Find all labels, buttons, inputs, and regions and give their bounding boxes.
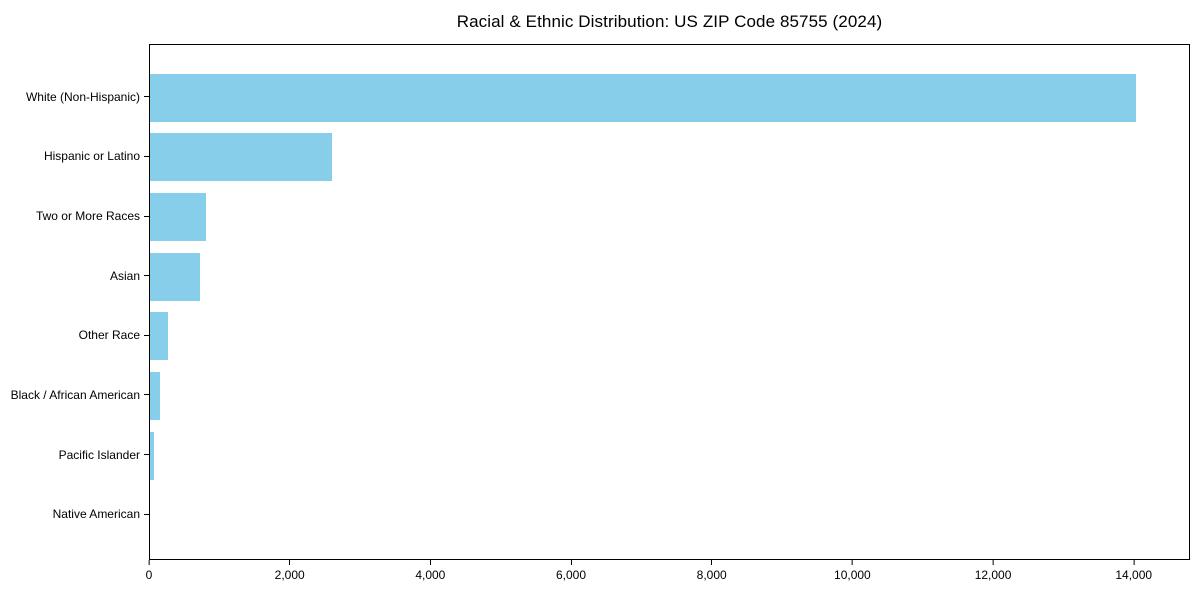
x-axis: 0 2,000 4,000 6,000 8,000 10,000 12,000 14,000	[145, 560, 1190, 592]
y-tick-label-pacific-islander: Pacific Islander	[58, 447, 140, 462]
y-tick-mark	[144, 155, 149, 157]
bar-other-race	[150, 312, 168, 361]
y-tick-mark	[144, 275, 149, 277]
x-tick-label: 0	[145, 568, 153, 582]
bar-row	[150, 128, 1189, 188]
y-tick-mark	[144, 96, 149, 98]
bar-two-or-more-races	[150, 193, 206, 242]
bar-hispanic-or-latino	[150, 133, 332, 182]
bar-row	[150, 68, 1189, 128]
bar-white-non-hispanic	[150, 73, 1136, 122]
x-tick: 14,000	[1115, 560, 1152, 582]
y-label-row: Pacific Islander	[0, 425, 149, 485]
x-tick-label: 14,000	[1115, 568, 1153, 582]
y-label-row: Two or More Races	[0, 186, 149, 246]
x-tick: 0	[145, 560, 153, 582]
x-tick-label: 4,000	[415, 568, 446, 582]
x-tick-label: 10,000	[834, 568, 871, 582]
x-tick-mark	[711, 560, 713, 565]
y-label-row: Other Race	[0, 306, 149, 366]
x-tick-mark	[429, 560, 431, 565]
x-tick: 10,000	[834, 560, 871, 582]
bar-pacific-islander	[150, 431, 154, 480]
x-tick-mark	[1133, 560, 1135, 565]
y-tick-mark	[144, 394, 149, 396]
x-tick-mark	[992, 560, 994, 565]
bar-black-african-american	[150, 371, 160, 420]
bar-row	[150, 247, 1189, 307]
y-axis-labels: White (Non-Hispanic) Hispanic or Latino Tw…	[0, 67, 149, 544]
x-tick-mark	[851, 560, 853, 565]
x-tick-label: 6,000	[556, 568, 587, 582]
bar-row	[150, 307, 1189, 367]
x-tick: 8,000	[697, 560, 727, 582]
bar-row	[150, 187, 1189, 247]
y-tick-label-black-african-american: Black / African American	[10, 387, 140, 402]
y-label-row: White (Non-Hispanic)	[0, 67, 149, 127]
y-tick-label-asian: Asian	[109, 268, 140, 283]
y-tick-mark	[144, 215, 149, 217]
chart-title: Racial & Ethnic Distribution: US ZIP Cod…	[456, 12, 883, 31]
y-tick-label-other-race: Other Race	[78, 328, 140, 343]
y-tick-label-native-american: Native American	[52, 507, 140, 522]
y-tick-mark	[144, 334, 149, 336]
x-tick: 6,000	[556, 560, 586, 582]
y-tick-mark	[144, 454, 149, 456]
y-label-row: Asian	[0, 246, 149, 306]
plot-area	[149, 44, 1190, 560]
y-label-row: Hispanic or Latino	[0, 127, 149, 187]
y-tick-label-white-non-hispanic: White (Non-Hispanic)	[25, 89, 140, 104]
y-label-row: Black / African American	[0, 365, 149, 425]
x-tick: 12,000	[974, 560, 1012, 582]
y-label-row: Native American	[0, 484, 149, 544]
x-tick-mark	[148, 560, 150, 565]
y-tick-label-two-or-more-races: Two or More Races	[35, 209, 140, 224]
x-tick: 2,000	[275, 560, 305, 582]
x-tick-label: 12,000	[974, 568, 1012, 582]
x-tick-mark	[289, 560, 291, 565]
bars-container	[150, 68, 1189, 545]
x-tick-label: 2,000	[274, 568, 305, 582]
y-tick-mark	[144, 513, 149, 515]
bar-row	[150, 366, 1189, 426]
bar-row	[150, 426, 1189, 486]
x-tick-mark	[570, 560, 572, 565]
y-tick-label-hispanic-or-latino: Hispanic or Latino	[43, 149, 140, 164]
x-tick: 4,000	[415, 560, 445, 582]
bar-row	[150, 485, 1189, 545]
x-tick-label: 8,000	[696, 568, 727, 582]
bar-asian	[150, 252, 200, 301]
